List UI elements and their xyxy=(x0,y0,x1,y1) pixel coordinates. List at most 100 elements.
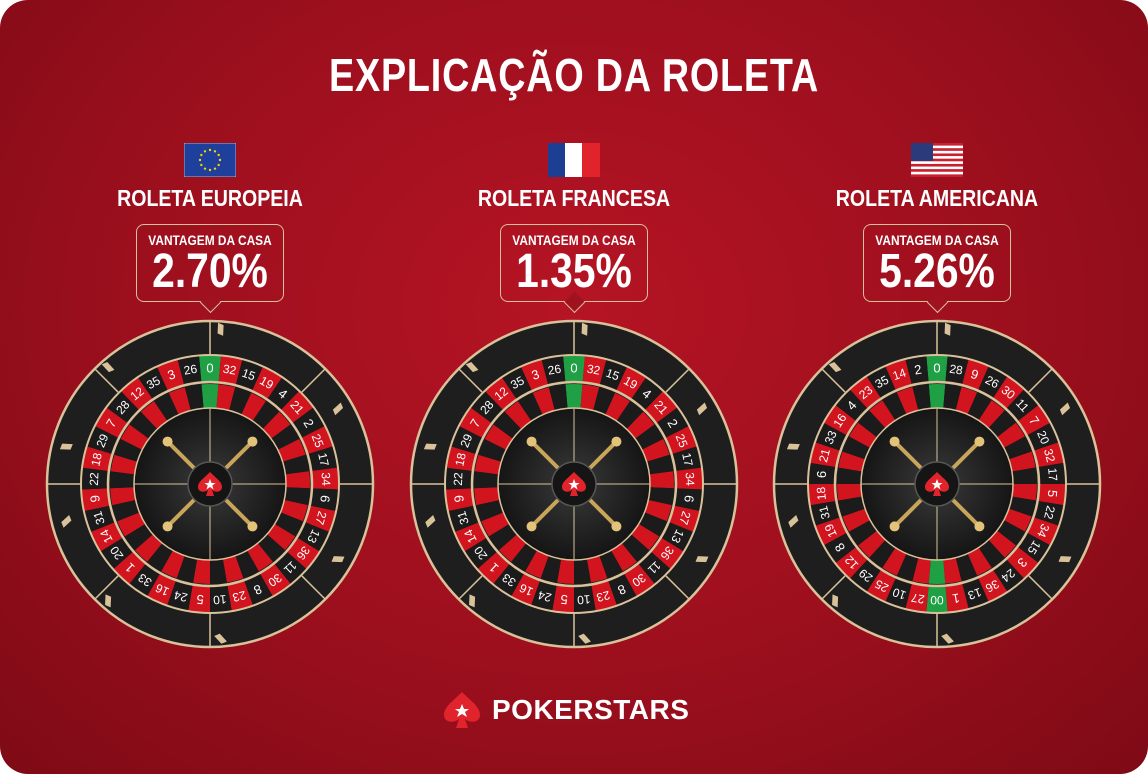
number-pocket-15 xyxy=(1018,533,1051,564)
ball-pocket xyxy=(241,392,266,422)
number-pocket-4 xyxy=(835,389,868,421)
turret-knob xyxy=(889,436,900,447)
ball-pocket xyxy=(134,534,163,562)
number-pocket-4 xyxy=(631,377,664,410)
number-pocket-0 xyxy=(926,355,948,382)
turret-knob xyxy=(611,521,622,532)
ball-pocket xyxy=(161,550,185,579)
number-pocket-3 xyxy=(520,359,549,391)
ball-pocket xyxy=(252,401,280,430)
number-pocket-34 xyxy=(676,467,703,490)
number-pocket-8 xyxy=(244,573,273,606)
ball-pocket xyxy=(262,411,291,439)
number-pocket-1 xyxy=(945,583,969,613)
ball-pocket xyxy=(599,550,623,579)
ball-pocket xyxy=(967,547,992,576)
pocket-number: 14 xyxy=(97,527,116,546)
number-pocket-17 xyxy=(308,446,338,471)
number-pocket-16 xyxy=(823,404,856,435)
number-pocket-23 xyxy=(849,376,881,409)
number-pocket-12 xyxy=(484,377,517,410)
house-edge-bubble: VANTAGEM DA CASA 1.35% xyxy=(500,224,648,302)
pocket-number: 17 xyxy=(1045,467,1060,482)
number-pocket-24 xyxy=(993,559,1025,592)
ball-pocket xyxy=(280,500,308,522)
pocket-number: 26 xyxy=(547,362,563,378)
ball-pocket xyxy=(498,534,527,562)
pocket-number: 23 xyxy=(231,588,248,605)
number-pocket-35 xyxy=(501,366,532,399)
pocket-number: 20 xyxy=(1034,428,1052,446)
number-pocket-33 xyxy=(128,564,160,597)
ball-pocket xyxy=(1008,496,1036,517)
pocket-number: 9 xyxy=(969,366,981,383)
number-pocket-30 xyxy=(993,376,1025,409)
pocket-number: 16 xyxy=(517,580,535,598)
pocket-number: 34 xyxy=(319,472,334,486)
number-pocket-7 xyxy=(1018,404,1051,435)
ball-pocket xyxy=(247,543,273,572)
number-pocket-30 xyxy=(260,564,292,597)
diamond-marker xyxy=(788,514,799,528)
ball-pocket xyxy=(124,523,153,551)
usa-flag-icon xyxy=(911,143,963,177)
pocket-number: 26 xyxy=(983,373,1002,392)
number-pocket-22 xyxy=(1034,500,1065,526)
diamond-marker xyxy=(941,633,954,644)
ball-pocket xyxy=(648,487,674,506)
ball-pocket xyxy=(955,387,978,415)
number-pocket-32 xyxy=(582,355,607,385)
number-pocket-34 xyxy=(1027,517,1060,546)
number-pocket-21 xyxy=(809,442,840,468)
pocket-number: 3 xyxy=(529,366,541,383)
wheel-title: ROLETA EUROPEIA xyxy=(117,185,303,211)
ball-pocket xyxy=(129,411,158,439)
ball-pocket xyxy=(943,384,962,411)
number-pocket-2 xyxy=(292,407,326,438)
rim-divider xyxy=(458,368,483,393)
ball-pocket xyxy=(611,543,637,572)
pocket-number: 6 xyxy=(814,470,830,478)
number-pocket-6 xyxy=(310,488,339,512)
number-pocket-17 xyxy=(1038,462,1066,484)
star-icon xyxy=(931,479,943,490)
ball-pocket xyxy=(216,384,236,411)
ball-pocket xyxy=(168,387,191,415)
ball-pocket xyxy=(646,454,674,475)
number-pocket-20 xyxy=(1027,422,1060,451)
ball-pocket xyxy=(896,387,919,415)
number-pocket-9 xyxy=(445,488,474,512)
pocket-number: 00 xyxy=(930,593,944,607)
ball-pocket xyxy=(842,436,871,460)
ball-pocket xyxy=(649,471,674,489)
wheel-title: ROLETA FRANCESA xyxy=(477,185,671,211)
pocket-number: 19 xyxy=(621,373,640,392)
diamond-marker xyxy=(332,402,344,416)
pocket-number: 35 xyxy=(508,373,527,392)
number-pocket-11 xyxy=(1006,389,1039,421)
pocket-number: 34 xyxy=(683,472,698,486)
pocket-number: 0 xyxy=(206,361,213,376)
number-pocket-29 xyxy=(849,559,881,592)
number-pocket-12 xyxy=(120,377,153,410)
ball-pocket xyxy=(882,547,907,576)
ball-pocket xyxy=(586,555,608,583)
pocket-number: 35 xyxy=(873,372,892,391)
page-title: EXPLICAÇÃO DA ROLETA xyxy=(328,49,820,101)
spade-star-icon xyxy=(444,692,480,728)
turret-knob xyxy=(974,521,985,532)
ball-pocket xyxy=(896,553,919,581)
number-pocket-00 xyxy=(926,586,948,613)
ball-pocket xyxy=(110,487,136,506)
turret-knob xyxy=(247,521,258,532)
diamond-marker xyxy=(59,443,73,450)
ball-pocket xyxy=(114,438,143,462)
ball-pocket xyxy=(943,557,962,584)
house-edge-value: 1.35% xyxy=(516,245,632,298)
ball-pocket xyxy=(838,451,866,472)
pocket-number: 14 xyxy=(461,527,480,546)
number-pocket-13 xyxy=(297,522,330,552)
european-roulette-wheel: 0 32 15 19421225173462713361130823105241633… xyxy=(45,319,375,649)
ball-pocket xyxy=(109,471,135,489)
pocket-number: 21 xyxy=(816,447,833,464)
